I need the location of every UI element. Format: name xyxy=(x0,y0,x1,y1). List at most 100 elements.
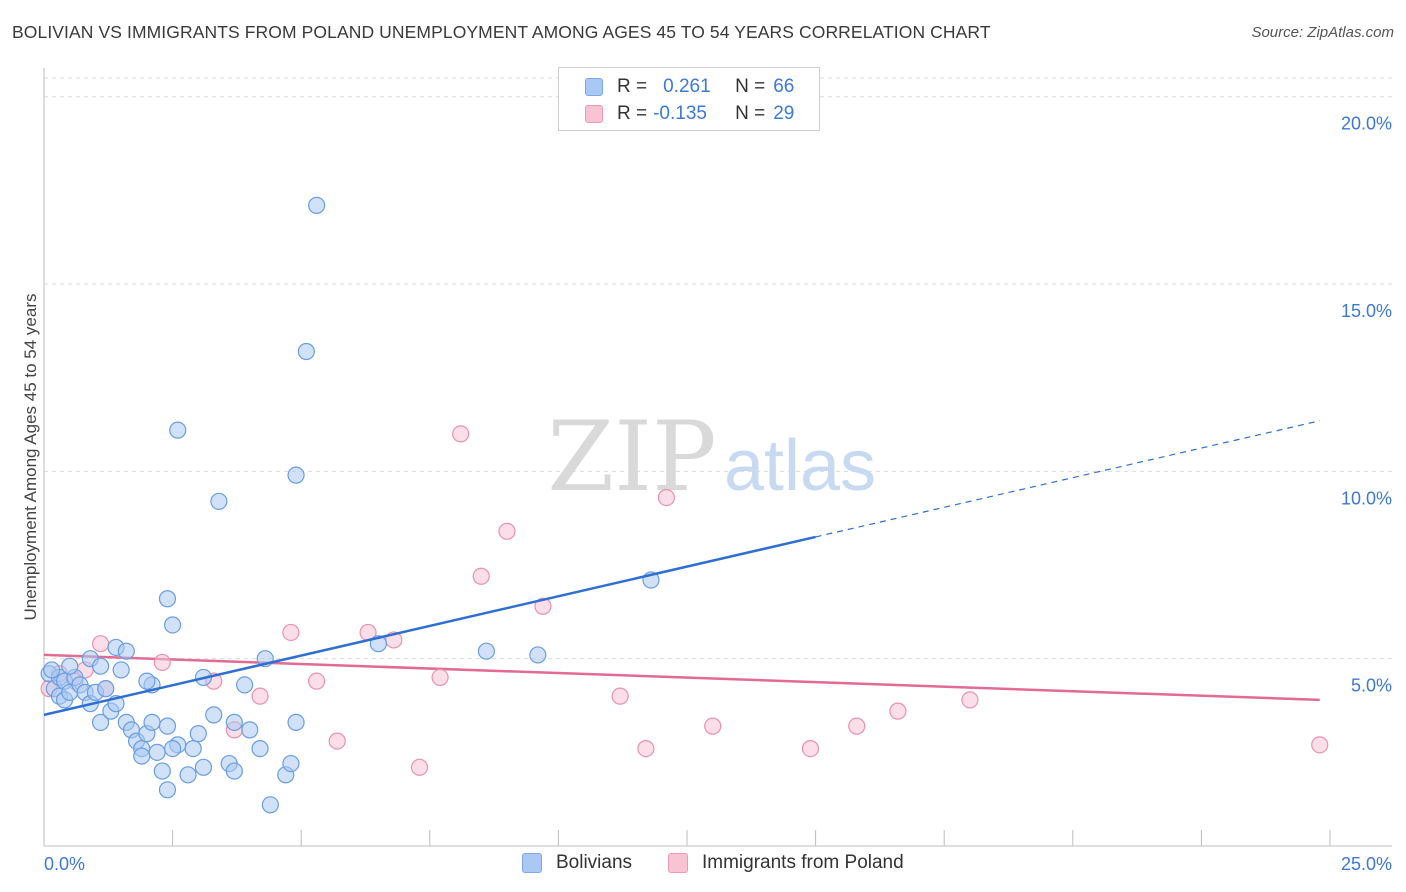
point-poland xyxy=(704,717,722,735)
legend-swatch-pink xyxy=(585,105,603,123)
y-axis-label: Unemployment Among Ages 45 to 54 years xyxy=(21,294,40,621)
point-bolivians xyxy=(241,721,259,739)
trendline-bolivians-solid xyxy=(43,535,816,717)
legend-r-label: R = xyxy=(617,103,648,124)
point-bolivians xyxy=(91,713,110,731)
point-bolivians xyxy=(158,781,177,799)
point-poland xyxy=(611,687,629,705)
tick-labels: 5.0% 10.0% 15.0% 20.0% 0.0% 25.0% xyxy=(44,114,1392,874)
point-bolivians xyxy=(287,466,305,484)
point-bolivians xyxy=(97,680,115,698)
point-bolivians xyxy=(179,766,197,784)
trendline-poland xyxy=(43,653,1320,702)
x-tick-label: 25.0% xyxy=(1341,854,1392,874)
point-bolivians xyxy=(287,713,305,731)
point-bolivians xyxy=(210,492,228,510)
point-bolivians xyxy=(143,713,161,731)
source-label: Source: ZipAtlas.com xyxy=(1251,24,1394,41)
legend-n-value: 29 xyxy=(773,103,795,124)
legend-swatch-blue xyxy=(522,853,542,873)
point-bolivians xyxy=(112,661,130,679)
legend-row-bolivians: R = 0.261 N = 66 xyxy=(585,75,794,99)
point-bolivians xyxy=(236,676,254,694)
point-bolivians xyxy=(189,725,207,743)
legend-swatch-blue xyxy=(585,78,603,96)
y-tick-label: 15.0% xyxy=(1341,301,1392,321)
point-poland xyxy=(889,702,907,720)
point-bolivians xyxy=(138,672,156,690)
trendline-poland-solid xyxy=(43,653,1320,702)
point-poland xyxy=(1311,736,1329,754)
point-bolivians xyxy=(164,616,182,634)
watermark: ZIP atlas xyxy=(547,401,876,513)
point-bolivians xyxy=(158,590,177,608)
point-poland xyxy=(534,597,552,615)
series-legend: Bolivians Immigrants from Poland xyxy=(0,852,1406,878)
legend-label-poland: Immigrants from Poland xyxy=(702,852,904,873)
point-poland xyxy=(452,425,470,443)
legend-r-value: 0.261 xyxy=(663,76,711,97)
point-bolivians xyxy=(43,661,61,679)
watermark-atlas: atlas xyxy=(724,426,876,506)
axes xyxy=(43,68,1392,847)
x-tick-label: 0.0% xyxy=(44,854,85,874)
gridlines xyxy=(44,77,1392,660)
point-bolivians xyxy=(158,717,177,735)
legend-n-label: N = xyxy=(735,76,766,97)
legend-item-bolivians: Bolivians xyxy=(522,852,632,874)
point-bolivians xyxy=(529,646,547,664)
y-tick-label: 5.0% xyxy=(1351,676,1392,696)
correlation-legend: R = 0.261 N = 66 R = -0.135 N = 29 xyxy=(558,67,820,131)
point-bolivians xyxy=(261,796,279,814)
trendline-bolivians-dashed xyxy=(815,420,1320,538)
point-poland xyxy=(282,623,300,642)
point-poland xyxy=(472,567,490,585)
point-poland xyxy=(328,732,346,750)
point-poland xyxy=(848,717,866,735)
legend-swatch-pink xyxy=(668,853,688,873)
legend-r-value: -0.135 xyxy=(653,103,707,124)
y-tick-label: 10.0% xyxy=(1341,488,1392,508)
point-bolivians xyxy=(297,342,315,361)
point-poland xyxy=(431,668,449,687)
y-tick-label: 20.0% xyxy=(1341,114,1392,134)
point-bolivians xyxy=(194,758,213,776)
point-bolivians xyxy=(308,196,326,214)
point-poland xyxy=(153,653,171,672)
point-bolivians xyxy=(91,657,110,675)
point-bolivians xyxy=(153,762,171,780)
point-bolivians xyxy=(148,743,166,761)
watermark-zip: ZIP xyxy=(547,401,716,513)
point-poland xyxy=(801,739,820,758)
point-poland xyxy=(637,739,655,758)
legend-n-label: N = xyxy=(735,103,766,124)
point-bolivians xyxy=(184,739,202,758)
point-poland xyxy=(410,758,429,776)
point-poland xyxy=(657,488,676,507)
point-bolivians xyxy=(225,762,243,780)
point-bolivians xyxy=(282,754,300,773)
point-bolivians xyxy=(117,642,135,660)
point-poland xyxy=(498,522,516,540)
legend-item-poland: Immigrants from Poland xyxy=(668,852,904,874)
point-bolivians xyxy=(61,657,79,675)
point-poland xyxy=(251,687,269,705)
point-bolivians xyxy=(225,713,243,731)
chart-title: BOLIVIAN VS IMMIGRANTS FROM POLAND UNEMP… xyxy=(12,22,991,42)
series-bolivians-points xyxy=(40,196,660,814)
legend-row-poland: R = -0.135 N = 29 xyxy=(585,102,794,126)
legend-n-value: 66 xyxy=(773,76,795,97)
point-poland xyxy=(961,691,979,709)
legend-label-bolivians: Bolivians xyxy=(556,852,633,873)
point-bolivians xyxy=(477,642,495,660)
legend-r-label: R = xyxy=(617,76,648,97)
trendline-bolivians xyxy=(43,420,1320,717)
point-poland xyxy=(91,635,110,653)
point-bolivians xyxy=(205,706,223,724)
point-bolivians xyxy=(169,421,187,439)
point-bolivians xyxy=(164,739,182,758)
point-bolivians xyxy=(251,739,269,758)
point-bolivians xyxy=(133,747,151,765)
point-poland xyxy=(308,672,326,690)
